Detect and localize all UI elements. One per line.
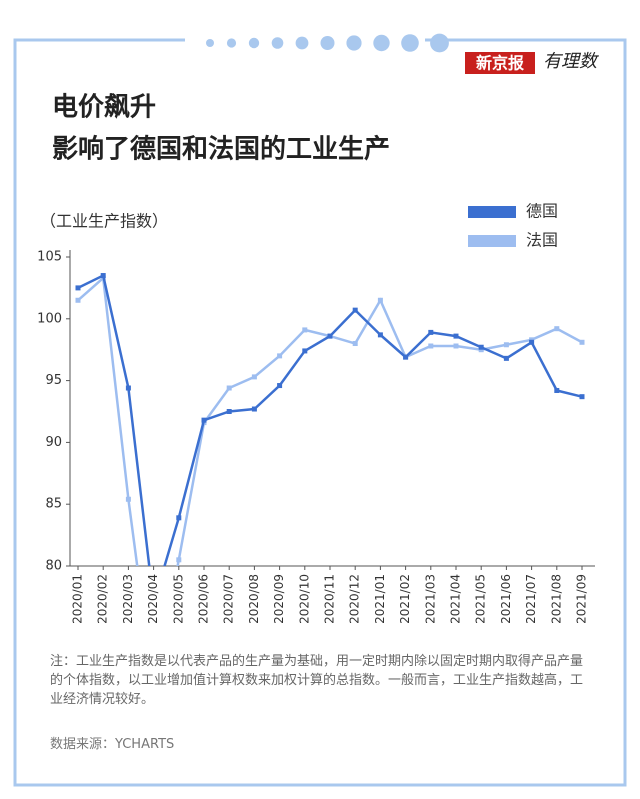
decor-dot [295,36,309,50]
point [251,406,257,412]
point [75,285,81,291]
x-tick-label: 2020/04 [146,574,160,624]
point [100,273,106,279]
point [176,515,182,521]
point [226,409,232,414]
point [453,333,459,339]
x-tick-label: 2021/05 [474,574,488,624]
y-tick-label: 90 [45,435,62,450]
decor-dot [373,34,390,52]
point [503,355,509,361]
point [478,344,484,350]
legend-swatch [468,235,516,247]
x-tick-label: 2020/12 [348,574,362,624]
decor-dot [401,34,419,52]
point [226,385,232,391]
logo-column: 有理数 [543,51,599,72]
point [125,496,131,502]
x-tick-label: 2021/08 [549,574,563,624]
chart-title: 电价飙升 [52,93,156,123]
y-tick-label: 80 [45,559,62,574]
x-tick-label: 2020/05 [171,574,185,624]
point [251,374,257,380]
point [352,341,358,347]
x-tick-label: 2021/07 [524,574,538,624]
x-tick-label: 2020/02 [96,574,110,624]
x-tick-label: 2020/09 [272,574,286,624]
x-tick-label: 2021/09 [575,574,589,624]
legend-label: 德国 [526,202,558,221]
x-tick-label: 2020/07 [222,574,236,624]
point [579,394,585,400]
point [377,297,383,303]
decor-dot [346,35,362,51]
frame [13,38,627,787]
series-line [77,275,583,566]
x-tick-label: 2021/06 [499,574,513,624]
plot-area [75,273,585,566]
x-tick-label: 2020/10 [297,574,311,624]
point [302,327,308,333]
logo-brand: 新京报 [476,54,524,73]
point [428,343,434,349]
x-tick-label: 2021/03 [423,574,437,624]
x-tick-label: 2020/08 [247,574,261,624]
point [125,385,131,391]
point [428,329,434,335]
point [302,348,308,354]
point [579,339,585,345]
decor-dot [206,39,214,47]
point [352,307,358,313]
decor-dot [271,37,284,49]
decor-dots [206,33,449,53]
point [554,387,560,393]
point [554,326,560,332]
point [75,297,81,303]
y-tick-label: 85 [45,497,62,512]
source: 数据来源：YCHARTS [50,737,175,752]
point [403,354,409,360]
series-line [77,273,583,566]
y-axis-label: （工业生产指数） [40,212,168,231]
point [453,343,459,349]
y-tick-label: 105 [37,250,62,265]
x-tick-label: 2021/01 [373,574,387,624]
x-tick-label: 2020/01 [71,574,85,624]
point [529,339,535,345]
point [377,332,383,338]
legend-label: 法国 [526,231,558,250]
x-tick-label: 2021/02 [398,574,412,624]
note: 注：工业生产指数是以代表产品的生产量为基础，用一定时期内除以固定时期内取得产品产… [50,654,584,707]
point [277,353,283,359]
x-tick-label: 2020/03 [121,574,135,624]
x-tick-label: 2020/11 [323,574,337,624]
y-tick-label: 95 [45,373,62,388]
legend-swatch [468,206,516,218]
y-tick-label: 100 [37,311,62,326]
point [277,383,283,389]
point [503,342,509,348]
logo-box [465,52,535,74]
decor-dot [320,36,335,50]
point [176,557,182,563]
point [201,417,207,423]
x-tick-label: 2021/04 [449,574,463,624]
chart-title: 影响了德国和法国的工业生产 [52,134,390,165]
decor-dot [248,37,260,49]
x-tick-label: 2020/06 [197,574,211,624]
decor-dot [226,38,237,48]
point [327,333,333,339]
decor-dot [430,33,449,53]
